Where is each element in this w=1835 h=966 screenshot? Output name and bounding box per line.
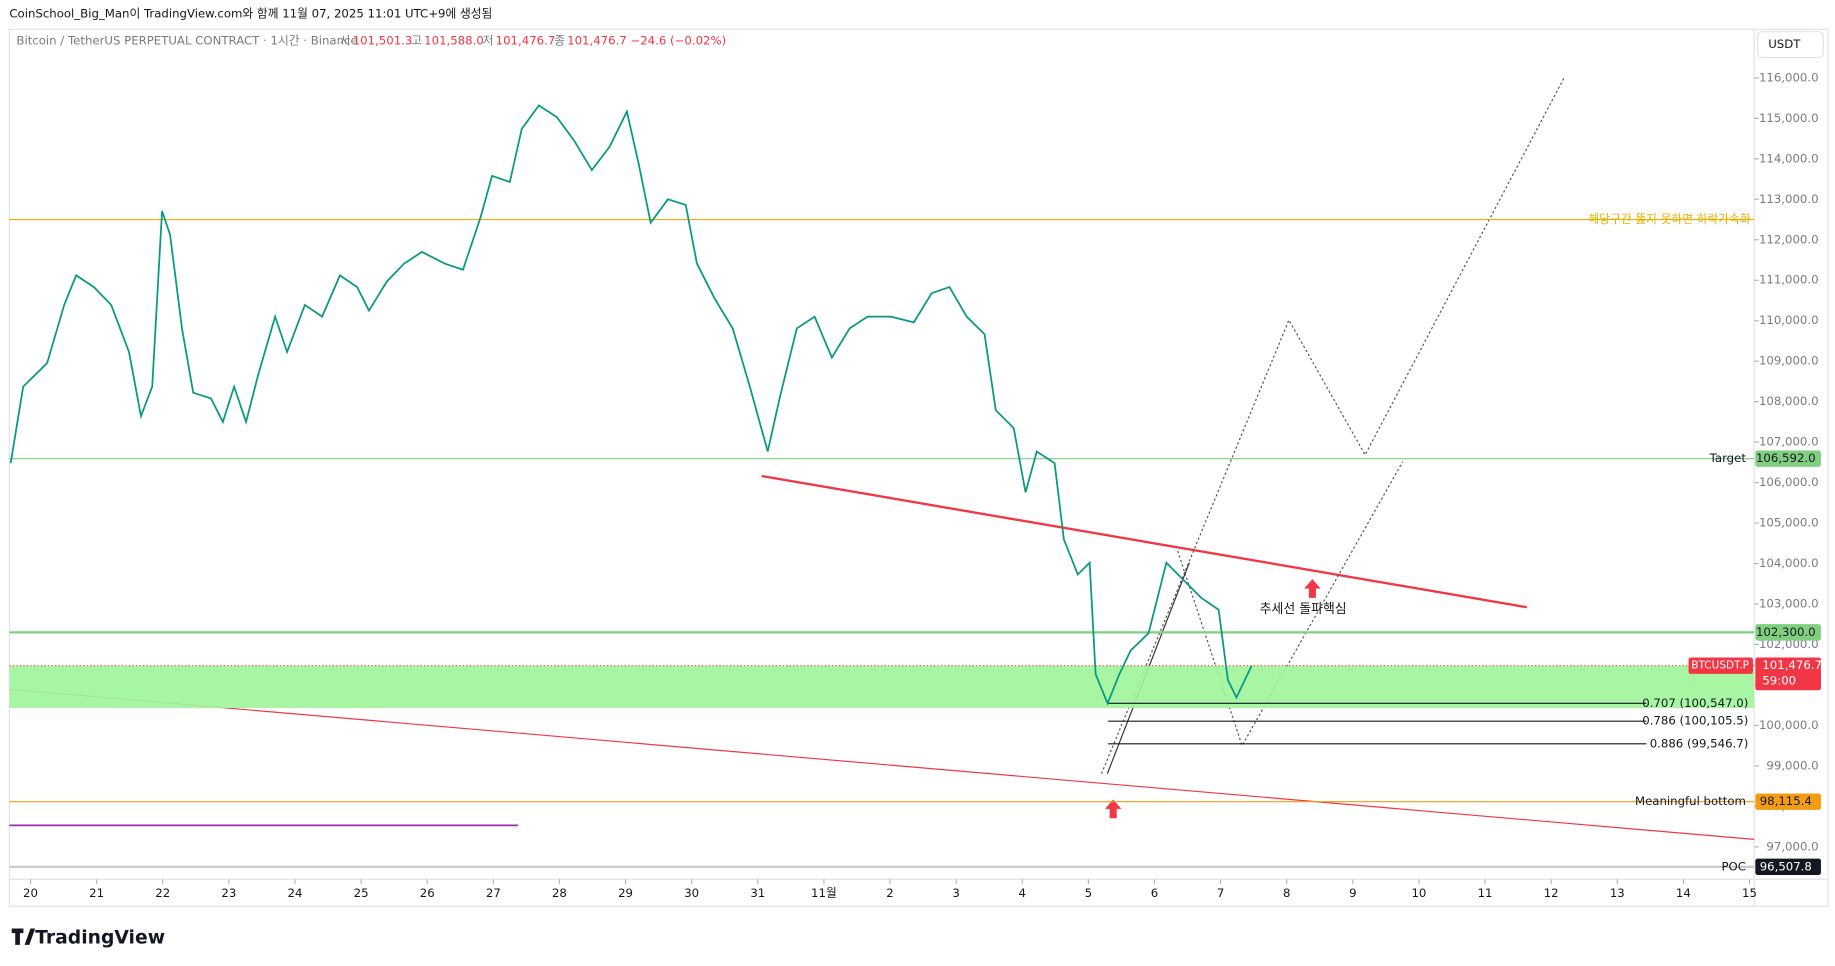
currency-button[interactable] <box>1757 31 1824 59</box>
frame <box>8 28 1829 907</box>
symbol: Bitcoin / TetherUS PERPETUAL CONTRACT · … <box>16 34 357 48</box>
level-text: Meaningful bottom <box>1635 794 1746 808</box>
y-tick-label: 111,000.0 <box>1759 273 1819 287</box>
price-tag <box>1755 858 1821 875</box>
ohlc-value: 101,476.7 <box>567 34 627 48</box>
ohlc-label: 종 <box>554 34 565 48</box>
y-tick-label: 116,000.0 <box>1759 70 1819 84</box>
symbol-tag <box>1688 657 1753 674</box>
x-tick-label: 4 <box>1019 886 1026 900</box>
x-tick-label: 24 <box>288 886 303 900</box>
currency[interactable]: USDT <box>1768 37 1801 51</box>
fib-label: 0.707 (100,547.0) <box>1642 696 1748 710</box>
countdown: 59:00 <box>1762 673 1796 687</box>
y-tick-label: 103,000.0 <box>1759 597 1819 611</box>
y-tick-label: 108,000.0 <box>1759 394 1819 408</box>
x-tick-label: 6 <box>1151 886 1158 900</box>
price-tag-label: 106,592.0 <box>1756 451 1816 465</box>
y-tick-label: 99,000.0 <box>1766 758 1818 772</box>
trendline-lower <box>9 688 1755 840</box>
arrow-up <box>1304 579 1321 598</box>
y-tick-label: 112,000.0 <box>1759 232 1819 246</box>
y-tick-label: 110,000.0 <box>1759 313 1819 327</box>
x-tick-label: 3 <box>952 886 959 900</box>
ohlc-label: 고 <box>411 34 422 48</box>
level-text: Target <box>1709 451 1747 465</box>
logo: TradingView <box>35 927 165 948</box>
last-price-tag <box>1755 657 1821 691</box>
x-tick-label: 15 <box>1742 886 1757 900</box>
x-tick-label: 25 <box>354 886 369 900</box>
x-tick-label: 27 <box>486 886 501 900</box>
projection <box>1100 77 1565 774</box>
fib-label: 0.786 (100,105.5) <box>1642 714 1748 728</box>
y-tick-label: 97,000.0 <box>1766 839 1818 853</box>
x-tick-label: 8 <box>1283 886 1290 900</box>
y-tick-label: 107,000.0 <box>1759 435 1819 449</box>
y-tick-label: 115,000.0 <box>1759 111 1819 125</box>
x-tick-label: 9 <box>1349 886 1356 900</box>
y-tick-label: 106,000.0 <box>1759 475 1819 489</box>
zone <box>9 665 1755 709</box>
x-tick-label: 2 <box>886 886 893 900</box>
y-tick-label: 113,000.0 <box>1759 192 1819 206</box>
y-tick-label: 109,000.0 <box>1759 354 1819 368</box>
x-tick-label: 28 <box>552 886 567 900</box>
price-tag <box>1755 793 1821 810</box>
x-tick-label: 23 <box>221 886 236 900</box>
logo-mark <box>11 928 36 945</box>
x-tick-label: 12 <box>1544 886 1559 900</box>
level-text: POC <box>1721 859 1745 873</box>
x-tick-label: 10 <box>1411 886 1426 900</box>
x-tick-label: 14 <box>1676 886 1691 900</box>
x-tick-label: 13 <box>1610 886 1625 900</box>
change: −24.6 (−0.02%) <box>630 34 726 48</box>
price-tag <box>1755 450 1821 467</box>
annotation: 추세선 돌파핵심 <box>1260 602 1347 617</box>
level-text: 해당구간 뚫지 못하면 하락가속화 <box>1589 212 1751 226</box>
ohlc-label: 시 <box>340 34 351 48</box>
ohlc-value: 101,501.3 <box>353 34 413 48</box>
y-tick-label: 100,000.0 <box>1759 718 1819 732</box>
x-tick-label: 31 <box>750 886 765 900</box>
ohlc-value: 101,588.0 <box>424 34 484 48</box>
price-line <box>9 104 1253 706</box>
x-tick-label: 20 <box>23 886 38 900</box>
x-tick-label: 7 <box>1217 886 1224 900</box>
x-tick-label: 26 <box>420 886 435 900</box>
trendline <box>761 474 1528 609</box>
last-price-label: 101,476.7 <box>1762 658 1822 672</box>
arrow-up <box>1104 799 1122 819</box>
fib-label: 0.886 (99,546.7) <box>1650 736 1749 750</box>
x-tick-label: 5 <box>1085 886 1092 900</box>
x-tick-label: 21 <box>89 886 104 900</box>
y-tick-label: 114,000.0 <box>1759 151 1819 165</box>
price-tag <box>1755 624 1821 641</box>
price-tag-label: 98,115.4 <box>1760 794 1812 808</box>
credit: CoinSchool_Big_Man이 TradingView.com와 함께 … <box>9 7 492 21</box>
ohlc-label: 저 <box>483 34 494 48</box>
x-tick-label: 30 <box>684 886 699 900</box>
projection-2 <box>1177 461 1404 748</box>
ohlc-value: 101,476.7 <box>496 34 556 48</box>
x-tick-label: 29 <box>618 886 633 900</box>
price-tag-label: 102,300.0 <box>1756 625 1816 639</box>
x-tick-label: 11월 <box>811 886 837 900</box>
y-tick-label: 104,000.0 <box>1759 556 1819 570</box>
y-tick-label: 105,000.0 <box>1759 516 1819 530</box>
x-tick-label: 11 <box>1478 886 1493 900</box>
price-tag-label: 96,507.8 <box>1760 859 1812 873</box>
symbol-tag-label: BTCUSDT.P <box>1691 660 1749 672</box>
x-tick-label: 22 <box>155 886 170 900</box>
